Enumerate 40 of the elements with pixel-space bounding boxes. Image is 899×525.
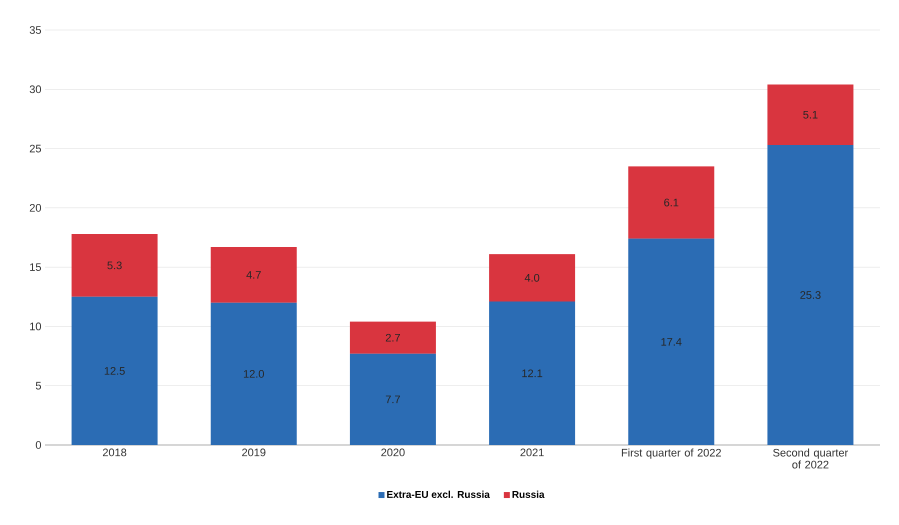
bar xyxy=(767,145,854,445)
data-label: 5.1 xyxy=(803,110,818,119)
data-label: 4.0 xyxy=(524,274,540,282)
data-label: 6.1 xyxy=(664,198,678,206)
y-tick-label: 25 xyxy=(30,144,42,152)
bar xyxy=(72,234,158,297)
data-label: 2.7 xyxy=(386,334,400,342)
y-tick-label: 20 xyxy=(30,204,42,212)
legend-label: Extra-EU excl. Russia xyxy=(387,490,490,498)
x-tick-label: 2019 xyxy=(242,448,266,456)
y-tick-label: 30 xyxy=(30,85,42,94)
data-label: 12.0 xyxy=(244,370,264,378)
x-tick-label: 2018 xyxy=(102,448,126,456)
x-tick-label: Second quarter of 2022 xyxy=(773,448,848,469)
data-label: 7.7 xyxy=(386,396,400,404)
y-tick-label: 10 xyxy=(30,322,42,330)
y-tick-label: 0 xyxy=(36,441,42,449)
bar xyxy=(72,296,158,445)
bar xyxy=(628,238,714,445)
y-tick-label: 5 xyxy=(36,382,42,390)
data-label: 4.7 xyxy=(246,271,261,279)
data-label: 12.5 xyxy=(104,367,125,375)
data-label: 12.1 xyxy=(522,369,542,378)
data-label: 5.3 xyxy=(107,261,122,270)
bar xyxy=(210,246,297,303)
bar xyxy=(210,302,297,445)
bar xyxy=(350,322,436,354)
bar xyxy=(489,302,576,445)
data-label: 17.4 xyxy=(661,338,682,346)
data-label: 25.3 xyxy=(800,291,821,299)
bar xyxy=(350,354,436,445)
bar xyxy=(628,166,714,239)
x-tick-label: First quarter of 2022 xyxy=(622,448,721,459)
y-tick-label: 15 xyxy=(30,263,42,271)
legend-label: Russia xyxy=(512,490,545,498)
y-tick-label: 35 xyxy=(30,26,42,34)
bar xyxy=(767,84,854,146)
x-tick-label: 2021 xyxy=(520,448,544,456)
bar xyxy=(489,254,576,302)
x-tick-label: 2020 xyxy=(381,448,405,456)
